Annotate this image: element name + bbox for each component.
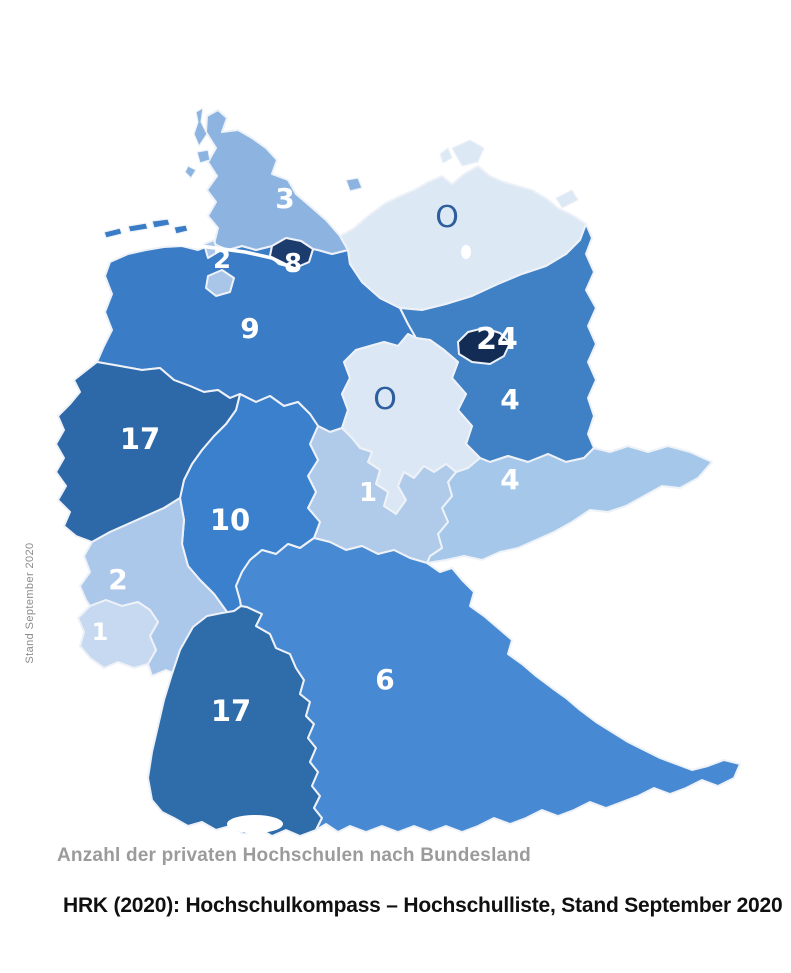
label-saarland: 1 — [92, 618, 109, 646]
label-nordrhein-westfalen: 17 — [120, 422, 160, 456]
state-shape-bremen — [205, 269, 235, 297]
label-bayern: 6 — [375, 663, 394, 696]
state-value-labels: 3 O 8 2 9 24 4 O 4 1 17 10 2 1 17 6 — [92, 182, 520, 728]
east-frisian-island-1 — [103, 227, 123, 239]
state-shape-bayern — [235, 537, 741, 833]
east-frisian-island-2 — [127, 222, 149, 233]
label-mecklenburg-vorpommern: O — [435, 200, 459, 235]
state-mecklenburg-vorpommern — [339, 139, 587, 311]
label-baden-wuerttemberg: 17 — [211, 694, 251, 728]
state-shapes — [55, 107, 741, 837]
island-ruegen — [451, 139, 485, 167]
label-hamburg: 8 — [284, 249, 302, 279]
lake-constance — [227, 815, 283, 833]
east-frisian-island-3 — [151, 218, 171, 229]
state-shape-saarland — [77, 599, 159, 669]
label-brandenburg: 4 — [500, 383, 519, 416]
island-sylt — [193, 107, 208, 147]
side-note-stand: Stand September 2020 — [24, 542, 36, 664]
label-rheinland-pfalz: 2 — [108, 563, 127, 596]
state-shape-berlin — [457, 327, 511, 365]
map-caption: Anzahl der privaten Hochschulen nach Bun… — [57, 845, 531, 866]
lake-mueritz — [461, 245, 471, 259]
label-sachsen: 4 — [500, 463, 519, 496]
label-bremen: 2 — [213, 245, 231, 275]
east-frisian-island-4 — [173, 224, 189, 235]
label-sachsen-anhalt: O — [373, 382, 397, 417]
label-hessen: 10 — [210, 503, 250, 537]
island-hiddensee — [439, 147, 453, 164]
label-thueringen: 1 — [359, 478, 377, 508]
elbe-estuary — [150, 240, 298, 272]
island-usedom — [555, 189, 579, 209]
label-schleswig-holstein: 3 — [275, 182, 294, 215]
island-amrum — [184, 165, 197, 179]
label-niedersachsen: 9 — [240, 312, 259, 345]
island-foehr — [196, 149, 211, 164]
state-shape-schleswig-holstein — [205, 109, 349, 255]
island-fehmarn — [345, 177, 363, 192]
state-schleswig-holstein — [184, 107, 363, 255]
label-berlin: 24 — [476, 322, 518, 357]
source-line: HRK (2020): Hochschulkompass – Hochschul… — [63, 894, 783, 917]
